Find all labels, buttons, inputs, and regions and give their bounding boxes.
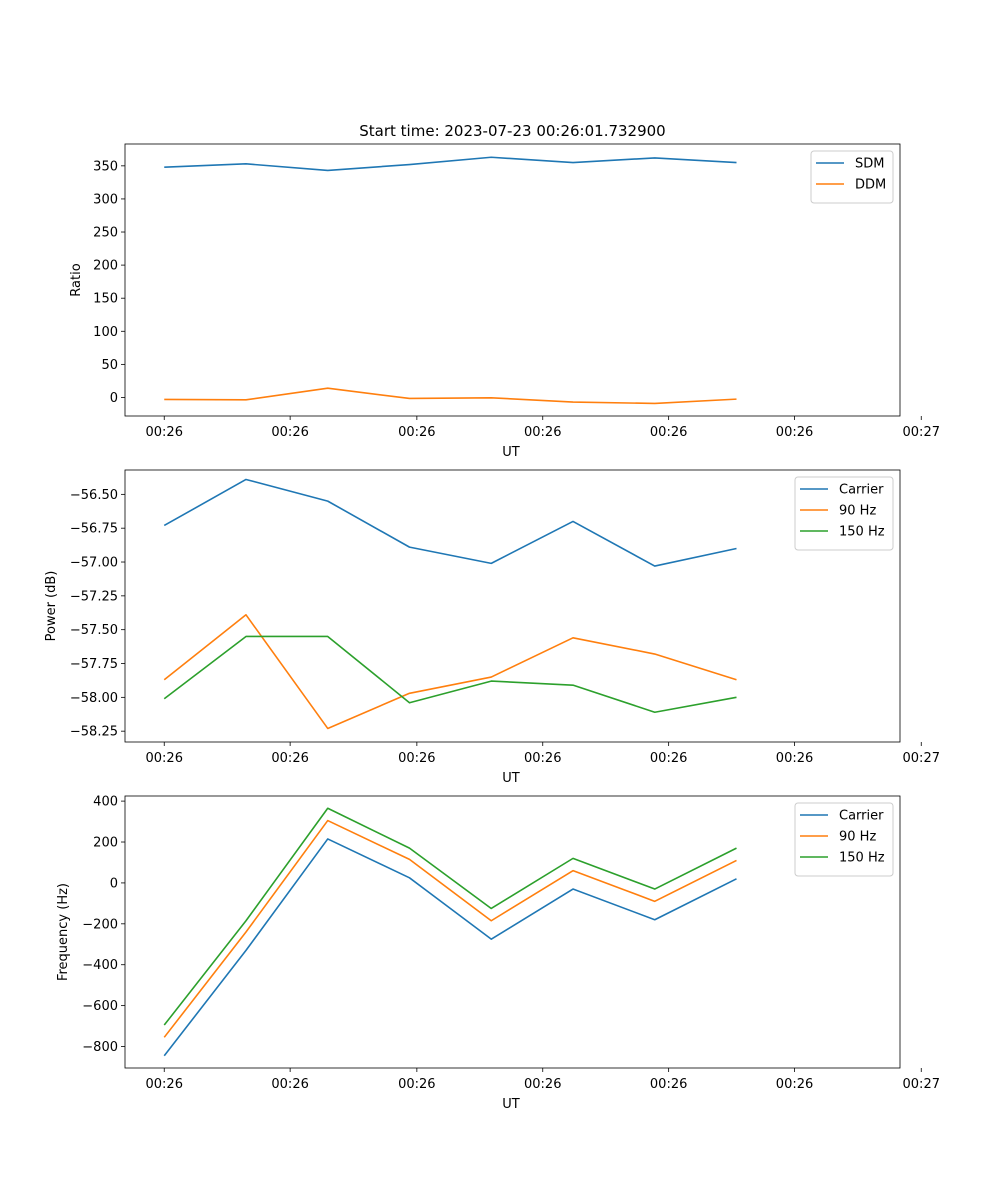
- x-tick-label: 00:26: [524, 1077, 561, 1092]
- x-tick-label: 00:26: [650, 1077, 687, 1092]
- y-tick-label: −600: [82, 999, 118, 1014]
- x-tick-label: 00:26: [398, 751, 435, 766]
- axes-frame: [124, 795, 901, 1069]
- y-axis-label: Frequency (Hz): [56, 883, 71, 981]
- legend: SDM DDM: [810, 150, 894, 204]
- series-line-90-hz: [163, 613, 737, 730]
- y-tick-label: −56.75: [70, 522, 118, 537]
- series-line-carrier: [163, 838, 737, 1057]
- x-tick-label: 00:26: [650, 751, 687, 766]
- series-line-carrier: [163, 478, 737, 567]
- legend-entry: 90 Hz: [839, 504, 876, 519]
- y-tick-label: −57.00: [70, 556, 118, 571]
- y-tick-label: −200: [82, 917, 118, 932]
- legend-entry: DDM: [855, 178, 886, 193]
- x-tick-label: 00:26: [776, 425, 813, 440]
- legend: Carrier 90 Hz 150 Hz: [794, 476, 894, 551]
- x-axis-label: UT: [502, 771, 520, 786]
- y-tick-label: 300: [93, 192, 118, 207]
- chart-panel-3: −800 −600 −400 −200 0 200 400 00:26 00:26 00:26 00…: [56, 795, 940, 1112]
- y-tick-label: 400: [93, 795, 118, 810]
- y-tick-label: −56.50: [70, 488, 118, 503]
- y-tick-label: −58.25: [70, 725, 118, 740]
- y-tick-label: 150: [93, 292, 118, 307]
- series-line-90-hz: [163, 819, 737, 1038]
- axes-frame: [124, 143, 901, 417]
- x-tick-label: 00:26: [146, 1077, 183, 1092]
- y-tick-label: −57.75: [70, 657, 118, 672]
- x-tick-label: 00:26: [398, 425, 435, 440]
- legend-entry: Carrier: [839, 483, 884, 498]
- x-tick-label: 00:26: [650, 425, 687, 440]
- y-tick-label: 0: [110, 876, 118, 891]
- legend-entry: 150 Hz: [839, 525, 885, 540]
- chart-title: Start time: 2023-07-23 00:26:01.732900: [359, 122, 665, 140]
- legend-entry: SDM: [855, 157, 884, 172]
- y-tick-label: 100: [93, 325, 118, 340]
- y-tick-label: 200: [93, 259, 118, 274]
- x-tick-label: 00:26: [524, 425, 561, 440]
- y-tick-label: 200: [93, 836, 118, 851]
- x-tick-label: 00:26: [146, 425, 183, 440]
- series-line-sdm: [164, 156, 737, 172]
- legend-entry: 90 Hz: [839, 830, 876, 845]
- legend-entry: Carrier: [839, 809, 884, 824]
- y-tick-label: 0: [110, 391, 118, 406]
- y-tick-label: −57.50: [70, 623, 118, 638]
- series-line-ddm: [164, 387, 737, 405]
- series-line-150-hz: [163, 807, 737, 1026]
- y-tick-label: −57.25: [70, 589, 118, 604]
- x-tick-label: 00:26: [271, 425, 308, 440]
- y-tick-label: −800: [82, 1040, 118, 1055]
- y-tick-label: −400: [82, 958, 118, 973]
- y-tick-label: 50: [101, 358, 118, 373]
- x-tick-label: 00:26: [271, 751, 308, 766]
- x-tick-label: 00:27: [903, 425, 940, 440]
- x-tick-label: 00:27: [903, 751, 940, 766]
- x-tick-label: 00:26: [776, 1077, 813, 1092]
- chart-panel-1: Start time: 2023-07-23 00:26:01.732900 0 5…: [69, 122, 940, 460]
- x-tick-label: 00:26: [524, 751, 561, 766]
- y-tick-label: −58.00: [70, 691, 118, 706]
- series-line-150-hz: [163, 635, 737, 714]
- y-tick-label: 250: [93, 226, 118, 241]
- x-tick-label: 00:26: [146, 751, 183, 766]
- y-axis-label: Power (dB): [44, 571, 59, 642]
- x-tick-label: 00:26: [271, 1077, 308, 1092]
- chart-panel-2: −58.25 −58.00 −57.75 −57.50 −57.25 −57.00 −56.…: [44, 469, 940, 786]
- y-tick-label: 350: [93, 159, 118, 174]
- legend-entry: 150 Hz: [839, 851, 885, 866]
- x-axis-label: UT: [502, 445, 520, 460]
- x-axis-label: UT: [502, 1097, 520, 1112]
- legend-box: [810, 150, 894, 204]
- x-tick-label: 00:27: [903, 1077, 940, 1092]
- legend: Carrier 90 Hz 150 Hz: [794, 802, 894, 877]
- x-tick-label: 00:26: [776, 751, 813, 766]
- x-tick-label: 00:26: [398, 1077, 435, 1092]
- y-axis-label: Ratio: [69, 263, 84, 296]
- axes-frame: [124, 469, 901, 743]
